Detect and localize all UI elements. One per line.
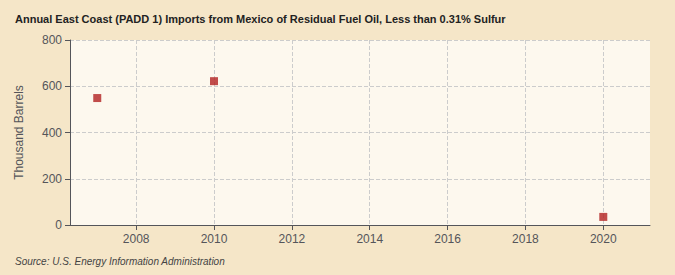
svg-text:200: 200 [42, 172, 62, 186]
svg-text:2014: 2014 [356, 232, 383, 246]
svg-text:0: 0 [55, 218, 62, 232]
svg-text:2012: 2012 [279, 232, 306, 246]
svg-text:2020: 2020 [590, 232, 617, 246]
svg-text:Source: U.S. Energy Informatio: Source: U.S. Energy Information Administ… [15, 256, 225, 267]
svg-text:2010: 2010 [201, 232, 228, 246]
svg-text:Thousand Barrels: Thousand Barrels [12, 85, 26, 180]
svg-text:2018: 2018 [512, 232, 539, 246]
svg-text:800: 800 [42, 33, 62, 47]
svg-text:600: 600 [42, 79, 62, 93]
svg-text:2008: 2008 [123, 232, 150, 246]
svg-text:Annual East Coast (PADD 1) Imp: Annual East Coast (PADD 1) Imports from … [15, 13, 506, 25]
svg-text:2016: 2016 [434, 232, 461, 246]
svg-text:400: 400 [42, 126, 62, 140]
